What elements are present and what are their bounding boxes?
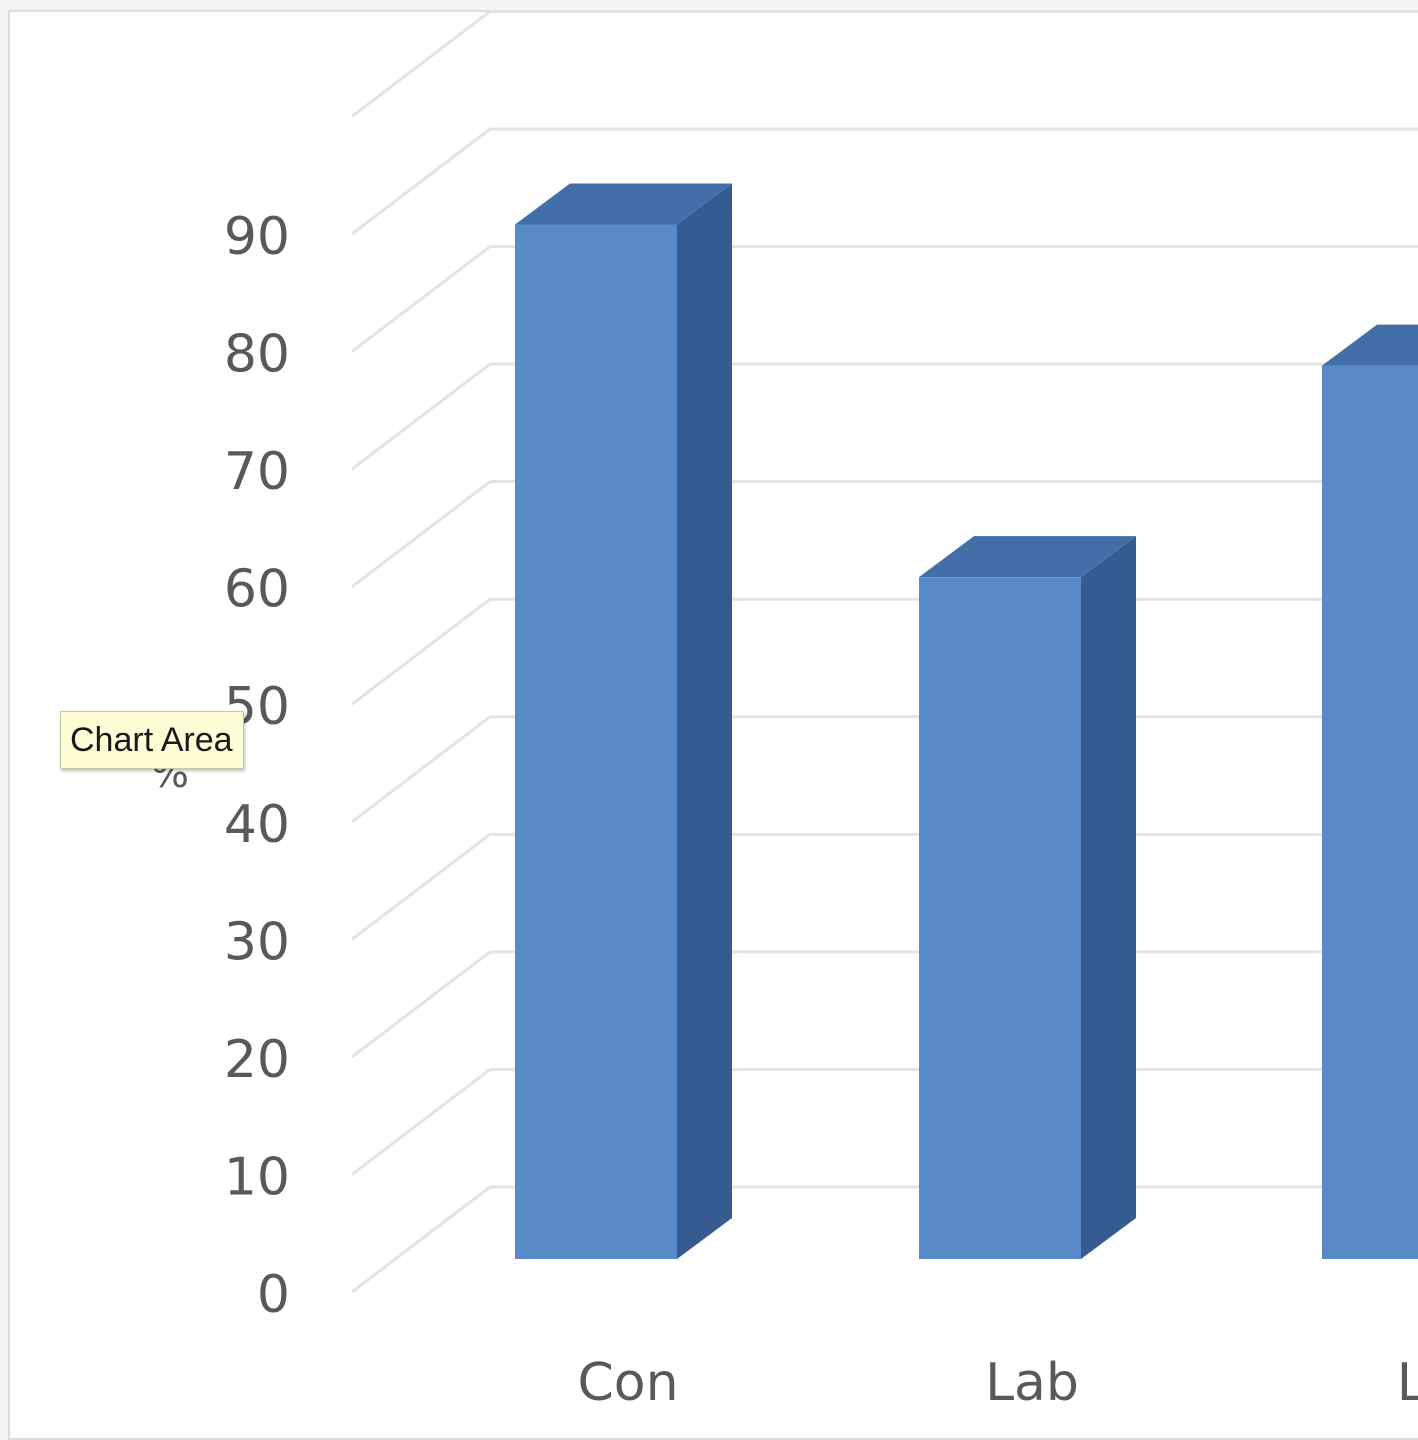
y-tick-label: 20 — [224, 1030, 290, 1090]
bar-top-face — [919, 536, 1136, 578]
gridline-diagonal — [351, 480, 491, 588]
x-axis-category-labels: Con Lab Lib — [577, 1353, 1418, 1413]
y-tick-label: 0 — [257, 1265, 290, 1325]
bar-lab[interactable] — [919, 536, 1136, 1259]
bar-top-face — [1322, 324, 1418, 366]
y-tick-label: 30 — [224, 912, 290, 972]
x-category-label: Lab — [985, 1353, 1079, 1413]
bar-side-face — [677, 183, 732, 1259]
gridline-diagonal — [351, 362, 491, 471]
gridline-diagonal — [351, 10, 491, 118]
x-category-label: Lib — [1397, 1353, 1418, 1413]
gridline-diagonal — [351, 127, 491, 236]
gridline-diagonal — [351, 715, 491, 823]
bar-front-face — [919, 577, 1081, 1259]
bar-lib[interactable] — [1322, 324, 1418, 1260]
bars — [515, 183, 1418, 1260]
gridline-diagonal — [351, 950, 491, 1059]
bar-side-face — [1081, 536, 1136, 1259]
bar-front-face — [515, 224, 677, 1259]
gridline-diagonal — [351, 245, 491, 353]
gridline-diagonal — [351, 598, 491, 706]
bar-con[interactable] — [515, 183, 732, 1259]
y-tick-label: 60 — [224, 560, 290, 620]
gridlines — [351, 9, 1418, 1294]
y-tick-label: 70 — [224, 442, 290, 502]
x-category-label: Con — [577, 1353, 678, 1413]
chart-area-tooltip: Chart Area — [60, 711, 244, 769]
bar-front-face — [1322, 365, 1418, 1260]
gridline-diagonal — [351, 833, 491, 941]
gridline-diagonal — [351, 1185, 491, 1294]
y-tick-label: 10 — [224, 1147, 290, 1207]
y-tick-label: 90 — [224, 207, 290, 267]
bar-top-face — [515, 183, 732, 225]
gridline-diagonal — [351, 1068, 491, 1176]
y-tick-label: 40 — [224, 795, 290, 855]
y-tick-label: 80 — [224, 325, 290, 385]
